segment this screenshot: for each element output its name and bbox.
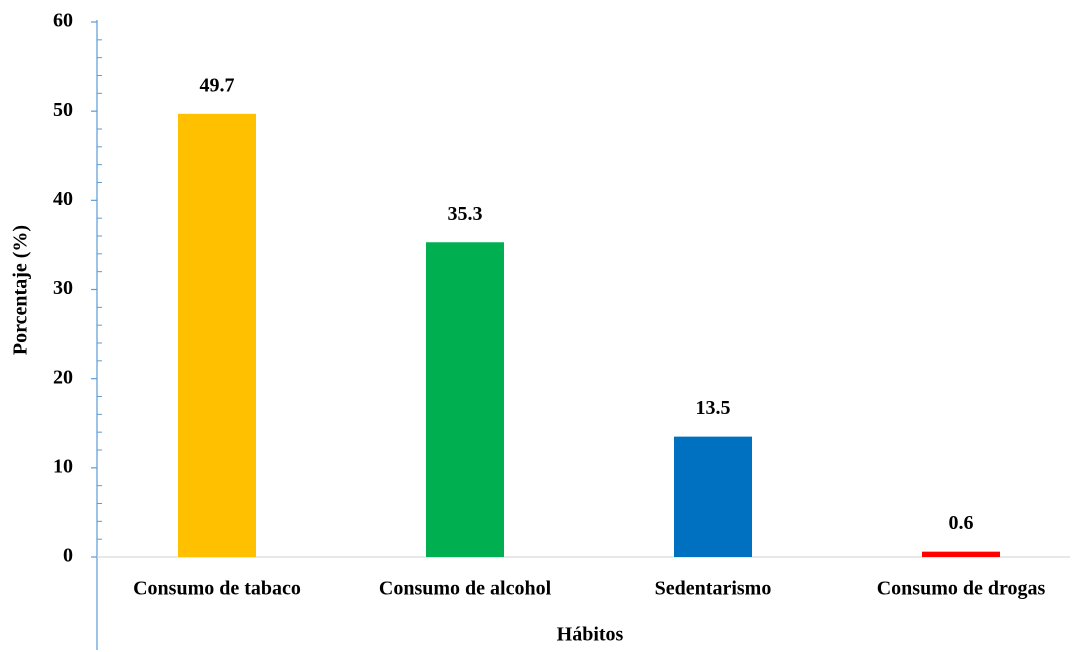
data-label: 0.6	[949, 512, 974, 534]
x-axis-title: Hábitos	[557, 624, 624, 646]
bar	[178, 113, 256, 557]
data-label: 49.7	[200, 74, 235, 96]
x-tick-label: Consumo de alcohol	[379, 578, 552, 600]
y-tick-label: 40	[53, 188, 73, 210]
data-label: 13.5	[696, 397, 731, 419]
y-tick-label: 20	[53, 366, 73, 388]
y-axis-title: Porcentaje (%)	[10, 225, 32, 355]
y-tick-label: 0	[63, 545, 73, 567]
y-tick-label: 60	[53, 10, 73, 32]
x-tick-label: Sedentarismo	[655, 578, 772, 600]
x-tick-label: Consumo de drogas	[877, 578, 1046, 600]
data-label: 35.3	[448, 203, 483, 225]
y-tick-label: 50	[53, 99, 73, 121]
x-tick-label: Consumo de tabaco	[133, 578, 301, 600]
y-tick-label: 30	[53, 277, 73, 299]
y-tick-label: 10	[53, 455, 73, 477]
bar	[922, 551, 1000, 557]
bar	[426, 242, 504, 557]
bar	[674, 436, 752, 557]
